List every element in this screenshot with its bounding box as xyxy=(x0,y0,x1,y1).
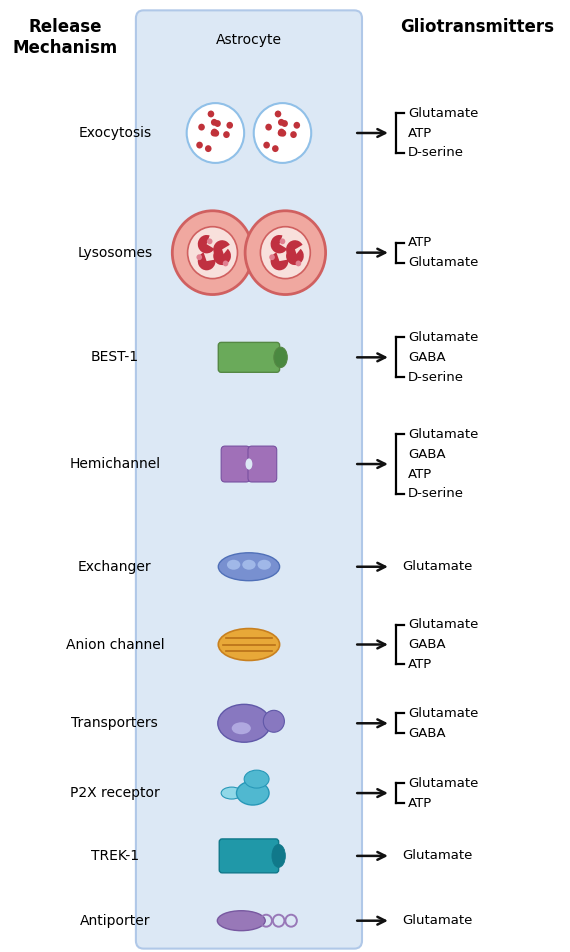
Circle shape xyxy=(207,110,214,117)
Circle shape xyxy=(290,131,297,138)
Text: Anion channel: Anion channel xyxy=(66,638,164,651)
Text: P2X receptor: P2X receptor xyxy=(70,786,160,800)
Text: ATP: ATP xyxy=(408,658,432,671)
Text: GABA: GABA xyxy=(408,638,446,651)
Circle shape xyxy=(275,110,282,117)
Ellipse shape xyxy=(274,347,287,367)
Ellipse shape xyxy=(246,459,253,469)
Text: GABA: GABA xyxy=(408,351,446,364)
Circle shape xyxy=(280,129,286,137)
Text: GABA: GABA xyxy=(408,447,446,461)
Wedge shape xyxy=(271,235,287,253)
Text: GABA: GABA xyxy=(408,726,446,740)
Circle shape xyxy=(226,122,233,129)
Wedge shape xyxy=(198,252,215,270)
Text: Transporters: Transporters xyxy=(71,716,158,730)
Circle shape xyxy=(211,129,217,136)
Ellipse shape xyxy=(242,560,256,569)
Circle shape xyxy=(223,261,229,267)
Circle shape xyxy=(214,120,221,127)
Ellipse shape xyxy=(217,911,265,931)
FancyBboxPatch shape xyxy=(218,343,280,372)
Circle shape xyxy=(196,142,203,149)
Text: Glutamate: Glutamate xyxy=(402,849,473,863)
Circle shape xyxy=(198,124,205,130)
FancyBboxPatch shape xyxy=(248,446,276,482)
Ellipse shape xyxy=(244,770,269,788)
FancyBboxPatch shape xyxy=(221,446,250,482)
Text: Release
Mechanism: Release Mechanism xyxy=(13,18,117,57)
Circle shape xyxy=(269,254,275,260)
Text: Astrocyte: Astrocyte xyxy=(216,33,282,48)
Circle shape xyxy=(280,238,286,245)
Ellipse shape xyxy=(218,628,280,661)
Circle shape xyxy=(278,129,284,136)
Text: Antiporter: Antiporter xyxy=(80,914,150,927)
Circle shape xyxy=(260,227,310,279)
Text: Glutamate: Glutamate xyxy=(408,331,478,344)
Circle shape xyxy=(211,129,218,135)
Text: Glutamate: Glutamate xyxy=(408,777,478,789)
Circle shape xyxy=(294,122,300,129)
Wedge shape xyxy=(286,240,303,259)
Circle shape xyxy=(188,227,238,279)
Text: Hemichannel: Hemichannel xyxy=(69,457,160,471)
Text: Glutamate: Glutamate xyxy=(402,914,473,927)
Wedge shape xyxy=(286,248,304,265)
Ellipse shape xyxy=(272,844,286,867)
Text: Glutamate: Glutamate xyxy=(408,107,478,120)
Circle shape xyxy=(272,146,279,152)
Text: Glutamate: Glutamate xyxy=(402,560,473,573)
Wedge shape xyxy=(198,235,214,253)
Text: Exocytosis: Exocytosis xyxy=(78,126,152,140)
Ellipse shape xyxy=(237,781,269,805)
Circle shape xyxy=(186,103,244,163)
Circle shape xyxy=(245,210,325,294)
Text: Lysosomes: Lysosomes xyxy=(78,246,152,260)
Text: Glutamate: Glutamate xyxy=(408,618,478,631)
Circle shape xyxy=(265,124,272,130)
Ellipse shape xyxy=(218,704,271,743)
Ellipse shape xyxy=(263,710,284,732)
Circle shape xyxy=(254,103,311,163)
Wedge shape xyxy=(213,240,230,259)
Circle shape xyxy=(172,210,253,294)
Text: D-serine: D-serine xyxy=(408,370,464,384)
Wedge shape xyxy=(213,248,231,265)
Ellipse shape xyxy=(258,560,271,569)
Text: ATP: ATP xyxy=(408,467,432,481)
Text: TREK-1: TREK-1 xyxy=(91,849,139,863)
Wedge shape xyxy=(271,252,288,270)
Circle shape xyxy=(278,129,285,135)
Circle shape xyxy=(282,120,288,127)
Circle shape xyxy=(263,142,270,149)
Text: ATP: ATP xyxy=(408,797,432,809)
Circle shape xyxy=(211,119,218,126)
Ellipse shape xyxy=(227,560,241,569)
Text: Glutamate: Glutamate xyxy=(408,706,478,720)
Text: Glutamate: Glutamate xyxy=(408,256,478,269)
Text: ATP: ATP xyxy=(408,236,432,249)
Text: Glutamate: Glutamate xyxy=(408,427,478,441)
Ellipse shape xyxy=(231,723,251,734)
Circle shape xyxy=(213,129,219,137)
Text: ATP: ATP xyxy=(408,127,432,140)
FancyBboxPatch shape xyxy=(136,10,362,948)
FancyBboxPatch shape xyxy=(219,839,279,873)
Circle shape xyxy=(197,254,202,260)
Circle shape xyxy=(296,261,301,267)
Text: BEST-1: BEST-1 xyxy=(91,350,139,365)
Text: D-serine: D-serine xyxy=(408,487,464,501)
Text: D-serine: D-serine xyxy=(408,147,464,159)
Ellipse shape xyxy=(218,553,280,581)
Circle shape xyxy=(205,146,211,152)
Circle shape xyxy=(278,119,284,126)
Ellipse shape xyxy=(221,787,242,799)
Text: Exchanger: Exchanger xyxy=(78,560,152,574)
Text: Gliotransmitters: Gliotransmitters xyxy=(400,18,554,36)
Circle shape xyxy=(223,131,230,138)
Circle shape xyxy=(207,238,213,245)
